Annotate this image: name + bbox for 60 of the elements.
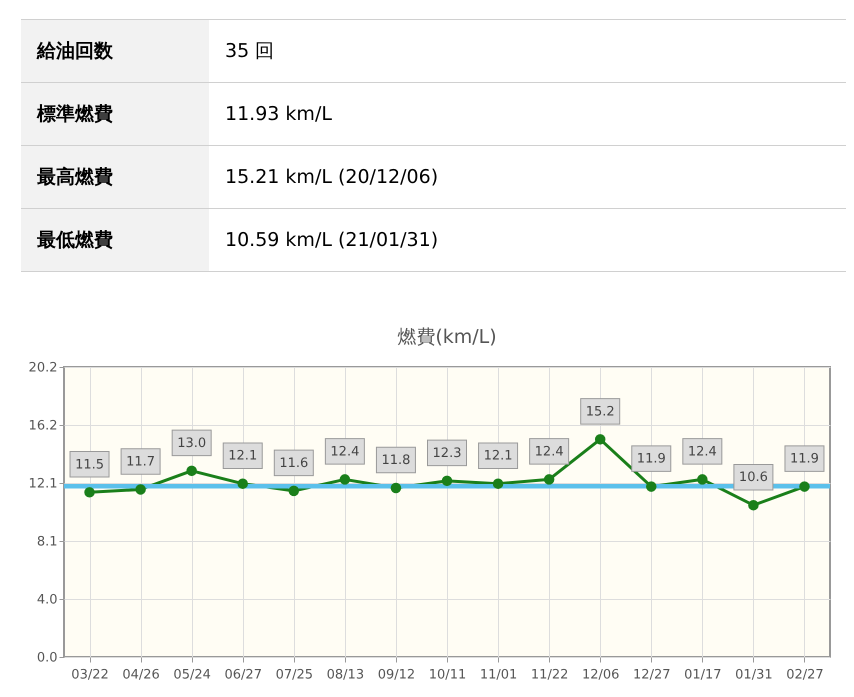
point [442,476,452,486]
point [340,474,350,485]
data-label: 12.3 [432,446,462,461]
data-label: 11.9 [636,452,666,467]
x-tick-label: 09/12 [378,668,416,682]
point [697,474,708,485]
point [288,486,300,496]
point [390,482,402,494]
x-tick-label: 11/22 [530,668,568,682]
data-label: 15.2 [586,404,615,420]
y-tick-label: 8.1 [36,534,58,550]
x-tick-label: 04/26 [122,668,160,682]
point [646,481,657,492]
x-tick-label: 07/25 [276,668,314,682]
point [544,474,554,485]
data-label: 11.5 [75,457,104,472]
data-label: 11.8 [381,453,410,468]
data-label: 12.1 [228,448,258,464]
point [84,487,95,498]
point [186,466,197,476]
data-label: 11.6 [279,456,308,471]
y-tick-label: 20.2 [28,360,58,376]
data-label: 12.4 [534,444,564,460]
y-tick-label: 0.0 [36,650,58,666]
data-label: 11.7 [126,454,156,470]
point [748,500,759,510]
x-tick-label: 02/27 [786,668,824,682]
text: 10.59 km/L (21/01/31) [225,229,438,251]
x-tick-label: 01/31 [735,668,773,682]
point [237,478,248,489]
chart-title: 燃費(km/L) [397,326,497,348]
y-tick-label: 16.2 [28,418,58,434]
data-label: 12.1 [484,448,513,464]
category-label: 最高燃費 [21,146,209,208]
data-label: 10.6 [738,470,768,486]
x-tick-label: 11/01 [480,668,518,682]
x-tick-label: 05/24 [173,668,211,682]
category-label: 標準燃費 [21,82,209,146]
category-label: 最低燃費 [21,208,209,272]
category-label: 給油回数 [21,20,209,82]
x-tick-label: 12/06 [582,668,620,682]
data-label: 12.4 [688,444,717,460]
data-label: 11.9 [790,452,819,467]
text: 11.93 km/L [225,103,332,125]
data-label: 13.0 [177,436,206,451]
point [492,478,504,489]
x-tick-label: 01/17 [684,668,722,682]
x-tick-label: 08/13 [326,668,364,682]
x-tick-label: 12/27 [633,668,670,682]
data-label: 12.4 [330,444,360,460]
x-tick-label: 06/27 [224,668,262,682]
x-tick-label: 10/11 [428,668,466,682]
y-tick-label: 12.1 [28,476,58,492]
text: 15.21 km/L (20/12/06) [225,166,438,188]
y-tick-label: 4.0 [36,592,58,608]
point [799,481,810,492]
text: 35 回 [225,40,274,62]
x-tick-label: 03/22 [71,668,109,682]
point [135,484,146,495]
point [594,434,606,445]
